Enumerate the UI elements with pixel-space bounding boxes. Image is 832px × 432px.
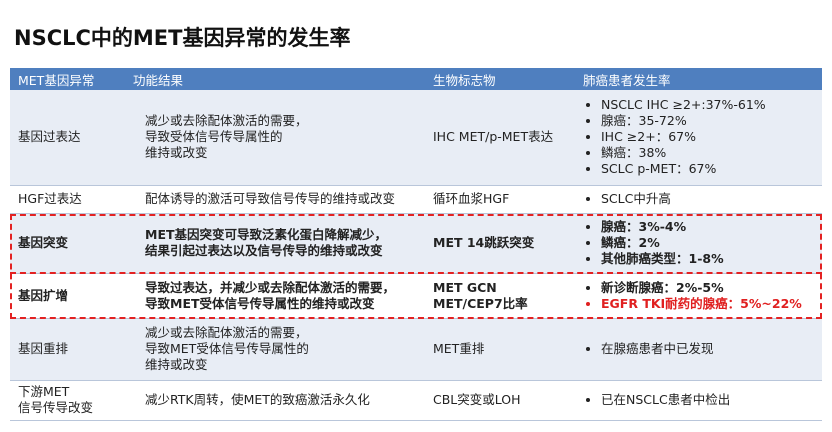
- table-row: 基因扩增 导致过表达，并减少或去除配体激活的需要， 导致MET受体信号传导属性的维持…: [10, 273, 822, 319]
- cell-line: 导致MET受体信号传导属性的维持或改变: [145, 295, 375, 311]
- table-cell: 新诊断腺癌：2%-5%EGFR TKI耐药的腺癌：5%~22%: [575, 273, 822, 319]
- header-row: MET基因异常 功能结果 生物标志物 肺癌患者发生率: [10, 68, 822, 90]
- cell-line: 结果引起过表达以及信号传导的维持或改变: [145, 243, 383, 258]
- table-cell: MET基因突变可导致泛素化蛋白降解减少， 结果引起过表达以及信号传导的维持或改变: [125, 213, 425, 274]
- table-cell: 基因扩增: [10, 273, 125, 319]
- table-cell: SCLC中升高: [575, 185, 822, 214]
- bullet-list: 新诊断腺癌：2%-5%EGFR TKI耐药的腺癌：5%~22%: [583, 280, 814, 312]
- table-cell: 导致过表达，并减少或去除配体激活的需要， 导致MET受体信号传导属性的维持或改变: [125, 273, 425, 319]
- cell-line: 导致过表达，并减少或去除配体激活的需要，: [145, 279, 396, 295]
- cell-line: MET GCN: [433, 279, 497, 295]
- table-cell: 基因重排: [10, 318, 125, 381]
- title: NSCLC中的MET基因异常的发生率: [14, 26, 351, 50]
- bullet-item: IHC ≥2+：67%: [601, 129, 814, 145]
- cell-line: 下游MET: [18, 384, 70, 399]
- bullet-item: 在腺癌患者中已发现: [601, 341, 814, 357]
- table-row: HGF过表达 配体诱导的激活可导致信号传导的维持或改变 循环血浆HGF SCLC中升高: [10, 185, 822, 214]
- cell-line: 循环血浆HGF: [433, 191, 510, 206]
- table-cell: 配体诱导的激活可导致信号传导的维持或改变: [125, 185, 425, 214]
- table-row: 基因突变 MET基因突变可导致泛素化蛋白降解减少， 结果引起过表达以及信号传导的维持…: [10, 213, 822, 274]
- cell-line: HGF过表达: [18, 191, 82, 206]
- table-cell: MET 14跳跃突变: [425, 213, 575, 274]
- bullet-item: NSCLC IHC ≥2+:37%-61%: [601, 97, 814, 113]
- header-cell: 功能结果: [125, 68, 425, 90]
- table-cell: 在腺癌患者中已发现: [575, 318, 822, 381]
- table-cell: 循环血浆HGF: [425, 185, 575, 214]
- bullet-item: SCLC中升高: [601, 191, 814, 207]
- table-row: 下游MET 信号传导改变 减少RTK周转，使MET的致癌激活永久化 CBL突变或LOH…: [10, 380, 822, 421]
- cell-line: 配体诱导的激活可导致信号传导的维持或改变: [145, 191, 396, 206]
- cell-line: MET/CEP7比率: [433, 295, 528, 311]
- table-cell: CBL突变或LOH: [425, 380, 575, 421]
- bullet-item: 腺癌：3%-4%: [601, 219, 814, 235]
- bullet-item: 腺癌：35-72%: [601, 113, 814, 129]
- table-body: 基因过表达 减少或去除配体激活的需要， 导致受体信号传导属性的 维持或改变 IHC ME…: [10, 90, 822, 421]
- table-cell: MET GCN MET/CEP7比率: [425, 273, 575, 319]
- bullet-list: 腺癌：3%-4%鳞癌：2%其他肺癌类型：1-8%: [583, 219, 814, 267]
- cell-line: MET基因突变可导致泛素化蛋白降解减少，: [145, 227, 388, 242]
- table-cell: IHC MET/p-MET表达: [425, 90, 575, 186]
- bullet-list: SCLC中升高: [583, 191, 814, 207]
- table-cell: 减少或去除配体激活的需要， 导致MET受体信号传导属性的 维持或改变: [125, 318, 425, 381]
- bullet-list: NSCLC IHC ≥2+:37%-61%腺癌：35-72%IHC ≥2+：67…: [583, 97, 814, 177]
- cell-line: IHC MET/p-MET表达: [433, 129, 554, 145]
- table-cell: 减少或去除配体激活的需要， 导致受体信号传导属性的 维持或改变: [125, 90, 425, 186]
- table-cell: 已在NSCLC患者中检出: [575, 380, 822, 421]
- cell-line: 基因突变: [18, 235, 69, 250]
- cell-line: 基因过表达: [18, 129, 81, 145]
- cell-line: 维持或改变: [145, 145, 208, 161]
- table-row: 基因过表达 减少或去除配体激活的需要， 导致受体信号传导属性的 维持或改变 IHC ME…: [10, 90, 822, 186]
- bullet-item: 鳞癌：38%: [601, 145, 814, 161]
- table-cell: MET重排: [425, 318, 575, 381]
- cell-line: MET重排: [433, 341, 485, 356]
- table-cell: HGF过表达: [10, 185, 125, 214]
- bullet-list: 在腺癌患者中已发现: [583, 341, 814, 357]
- table-cell: NSCLC IHC ≥2+:37%-61%腺癌：35-72%IHC ≥2+：67…: [575, 90, 822, 186]
- cell-line: 减少RTK周转，使MET的致癌激活永久化: [145, 392, 370, 407]
- header-cell: MET基因异常: [10, 68, 125, 90]
- table-cell: 下游MET 信号传导改变: [10, 380, 125, 421]
- table-cell: 基因突变: [10, 213, 125, 274]
- header-cell: 肺癌患者发生率: [575, 68, 822, 90]
- table-cell: 基因过表达: [10, 90, 125, 186]
- table-row: 基因重排 减少或去除配体激活的需要， 导致MET受体信号传导属性的 维持或改变 MET重…: [10, 318, 822, 381]
- table: MET基因异常 功能结果 生物标志物 肺癌患者发生率 基因过表达减少或去除配体激活的需…: [10, 68, 822, 421]
- bullet-item: SCLC p-MET：67%: [601, 161, 814, 177]
- bullet-item: 其他肺癌类型：1-8%: [601, 251, 814, 267]
- bullet-item: EGFR TKI耐药的腺癌：5%~22%: [601, 296, 814, 312]
- bullet-list: 已在NSCLC患者中检出: [583, 392, 814, 408]
- cell-line: 导致MET受体信号传导属性的: [145, 341, 309, 356]
- table-cell: 减少RTK周转，使MET的致癌激活永久化: [125, 380, 425, 421]
- bullet-item: 新诊断腺癌：2%-5%: [601, 280, 814, 296]
- cell-line: 基因重排: [18, 341, 69, 356]
- cell-line: CBL突变或LOH: [433, 392, 521, 407]
- table-cell: 腺癌：3%-4%鳞癌：2%其他肺癌类型：1-8%: [575, 213, 822, 274]
- cell-line: 减少或去除配体激活的需要，: [145, 325, 308, 340]
- header-cell: 生物标志物: [425, 68, 575, 90]
- bullet-item: 已在NSCLC患者中检出: [601, 392, 814, 408]
- cell-line: 基因扩增: [18, 287, 69, 303]
- highlight-divider: [10, 272, 822, 274]
- cell-line: 减少或去除配体激活的需要，: [145, 113, 308, 129]
- cell-line: MET 14跳跃突变: [433, 235, 535, 250]
- cell-line: 维持或改变: [145, 357, 208, 372]
- bullet-item: 鳞癌：2%: [601, 235, 814, 251]
- cell-line: 信号传导改变: [18, 400, 94, 415]
- cell-line: 导致受体信号传导属性的: [145, 129, 283, 145]
